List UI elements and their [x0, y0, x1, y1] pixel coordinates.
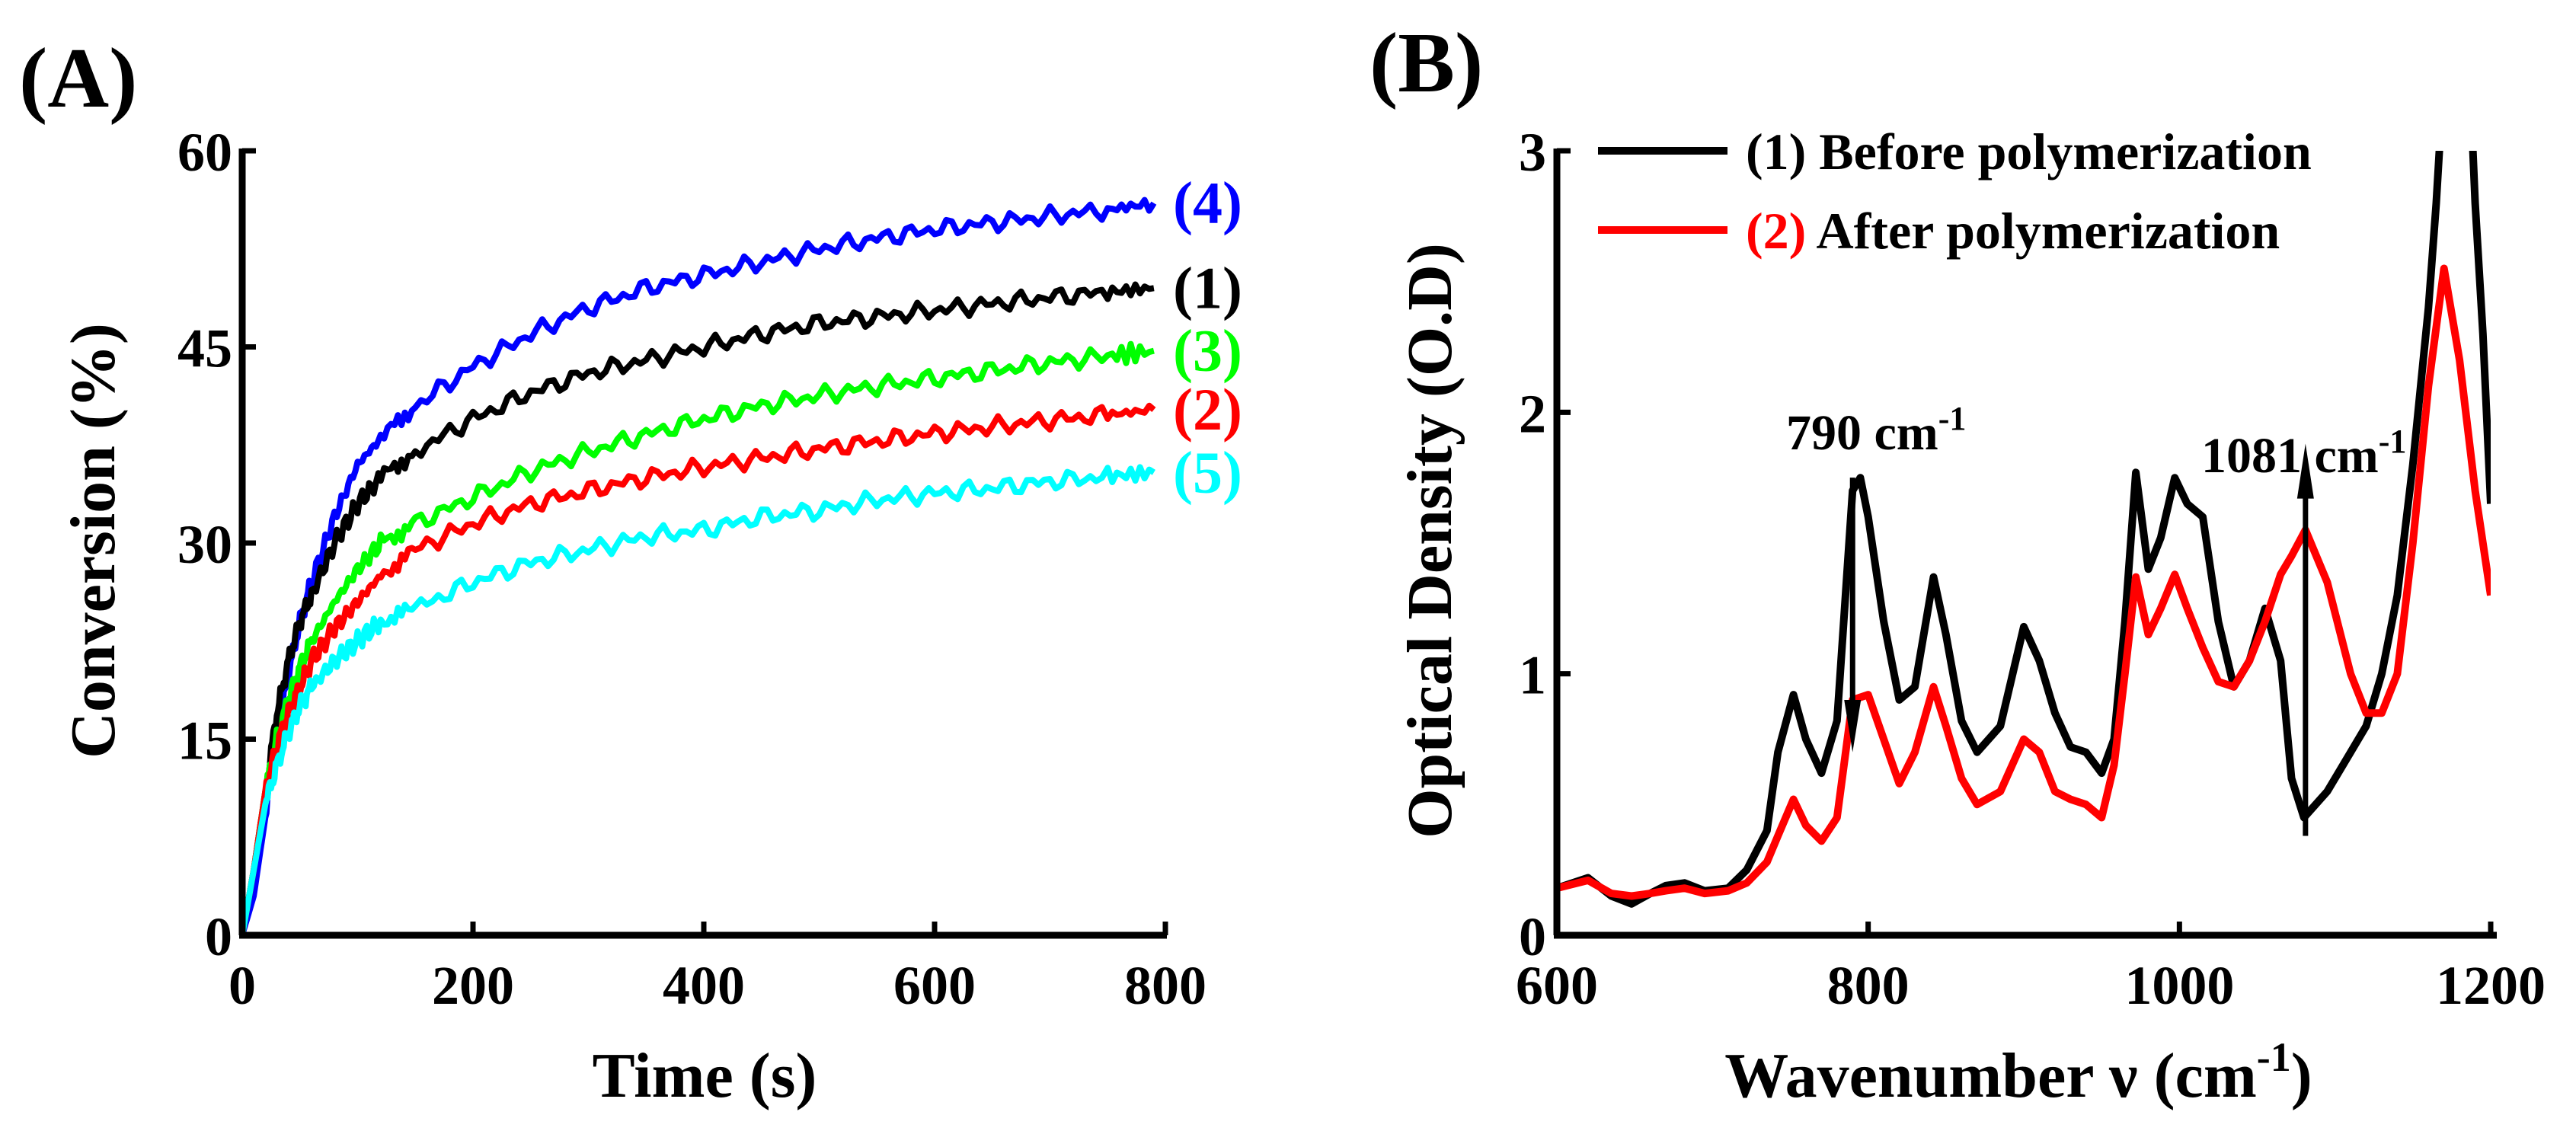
panel-a-x-tick-label: 600 — [893, 955, 976, 1016]
panel-b-y-axis-title: Optical Density (O.D) — [1395, 243, 1465, 839]
panel-b-series-line — [1557, 151, 2491, 908]
panel-b-y-tick-label: 2 — [1519, 383, 1546, 444]
panel-a-y-tick-label: 15 — [177, 711, 232, 772]
panel-a-x-tick-label: 400 — [663, 955, 745, 1016]
panel-a-y-axis-title: Conversion (%) — [58, 323, 129, 759]
panel-b-annotation-790: 790 cm-1 — [1786, 400, 1966, 461]
panel-b-x-tick-label: 1200 — [2436, 955, 2546, 1016]
panel-a-y-tick-label: 45 — [177, 318, 232, 379]
panel-b-ticks — [1554, 148, 2494, 938]
panel-a-series-label: (3) — [1173, 318, 1242, 384]
panel-a-x-tick-label: 800 — [1124, 955, 1207, 1016]
panel-a-y-tick-labels: 0 15 30 45 60 — [177, 122, 232, 967]
panel-b-x-tick-labels: 600 800 1000 1200 — [1516, 955, 2546, 1016]
panel-a-label: (A) — [19, 31, 137, 126]
panel-b-y-tick-labels: 0 1 2 3 — [1519, 122, 1546, 967]
panel-b-x-tick-label: 1000 — [2124, 955, 2234, 1016]
panel-b-legend-entry: (1) Before polymerization — [1746, 123, 2312, 181]
panel-b-y-tick-label: 3 — [1519, 122, 1546, 183]
panel-a-y-tick-label: 60 — [177, 122, 232, 183]
panel-b-x-axis-title: Wavenumber ν (cm-1) — [1724, 1034, 2312, 1111]
panel-a-series-labels: (4) (1)(3)(2)(5) — [1173, 170, 1242, 506]
panel-b-y-tick-label: 0 — [1519, 906, 1546, 967]
panel-a-series-line — [239, 340, 1155, 936]
panel-b: (B) 0 1 2 3 600 800 1000 1200 790 cm-1 1081 cm-… — [1369, 16, 2546, 1111]
panel-b-x-tick-label: 800 — [1827, 955, 1910, 1016]
panel-a-series-line — [239, 281, 1155, 936]
panel-b-annotation-1081: 1081 cm-1 — [2201, 423, 2406, 484]
panel-b-series — [1557, 151, 2491, 908]
panel-b-legend: (1) Before polymerization (2) After polym… — [1598, 123, 2312, 260]
panel-a-series-label: (4) — [1173, 170, 1242, 236]
panel-a-series-line — [239, 402, 1156, 936]
panel-a-series — [239, 196, 1157, 937]
panel-a-x-axis-title: Time (s) — [593, 1040, 817, 1111]
panel-a-series-label: (5) — [1173, 439, 1242, 505]
panel-b-arrowhead-1081 — [2296, 443, 2314, 499]
panel-a-series-label: (1) — [1173, 254, 1242, 321]
panel-a: (A) 0 15 30 45 60 0 200 400 600 800 (4) (1)(3)(2)… — [19, 31, 1242, 1111]
panel-b-label: (B) — [1369, 16, 1483, 110]
panel-a-x-tick-labels: 0 200 400 600 800 — [229, 955, 1207, 1016]
panel-a-series-line — [239, 464, 1155, 936]
panel-a-x-tick-label: 200 — [432, 955, 514, 1016]
panel-a-y-tick-label: 0 — [205, 906, 232, 967]
panel-a-y-tick-label: 30 — [177, 514, 232, 575]
panel-b-annotations: 790 cm-1 1081 cm-1 — [1786, 400, 2406, 836]
panel-b-x-tick-label: 600 — [1516, 955, 1598, 1016]
panel-a-series-label: (2) — [1173, 376, 1242, 442]
panel-b-legend-entry: (2) After polymerization — [1746, 202, 2280, 260]
panel-a-series-line — [239, 196, 1157, 937]
panel-a-x-tick-label: 0 — [229, 955, 256, 1016]
panel-b-y-tick-label: 1 — [1519, 645, 1546, 706]
panel-b-series-line — [1557, 264, 2491, 900]
panel-b-arrowhead-790 — [1844, 700, 1862, 752]
